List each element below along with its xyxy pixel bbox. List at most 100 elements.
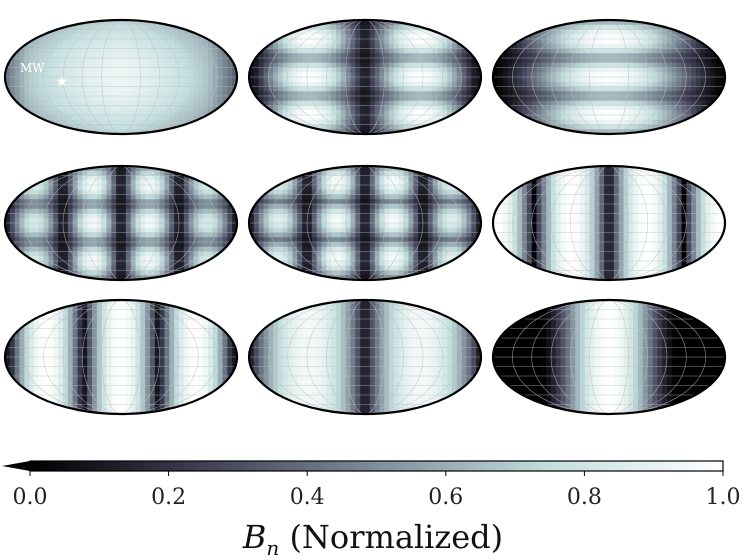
sky-map-cell: [183, 53, 190, 59]
sky-map-cell: [232, 227, 237, 234]
sky-map-cell: [253, 58, 260, 64]
sky-map-cell: [130, 199, 137, 205]
sky-map-cell: [154, 265, 161, 272]
sky-map-cell: [282, 185, 289, 191]
sky-map-cell: [159, 53, 166, 59]
sky-map-cell: [437, 180, 443, 186]
sky-map-cell: [609, 39, 615, 45]
sky-map-cell: [618, 81, 625, 88]
sky-map-cell: [526, 53, 533, 59]
sky-map-cell: [101, 81, 108, 88]
sky-map-cell: [642, 48, 649, 54]
sky-map-cell: [604, 129, 610, 134]
sky-map-cell: [164, 256, 170, 262]
sky-map-cell: [116, 72, 122, 78]
sky-map-cell: [67, 48, 74, 54]
sky-map-cell: [307, 58, 313, 64]
sky-map-cell: [340, 194, 347, 200]
sky-map-cell: [667, 62, 673, 69]
sky-map-cell: [121, 124, 127, 130]
sky-map-cell: [456, 81, 463, 88]
sky-map-cell: [394, 62, 400, 69]
sky-map-cell: [594, 124, 600, 130]
sky-map-cell: [63, 261, 69, 267]
sky-map-cell: [437, 115, 443, 121]
sky-map-cell: [720, 72, 725, 78]
sky-map-cell: [384, 170, 390, 177]
sky-map-cell: [154, 62, 161, 69]
sky-map-cell: [541, 115, 547, 121]
sky-map-cell: [580, 124, 586, 130]
sky-map-cell: [497, 72, 504, 78]
sky-map-cell: [456, 166, 463, 172]
sky-map-cell: [188, 199, 195, 205]
sky-map-cell: [217, 208, 224, 215]
sky-map-cell: [623, 81, 629, 88]
sky-map-cell: [150, 77, 156, 83]
sky-map-cell: [437, 53, 443, 59]
sky-map-cell: [14, 115, 21, 121]
sky-map-cell: [609, 100, 615, 107]
sky-map-cell: [476, 39, 481, 45]
sky-map-cell: [642, 77, 649, 83]
sky-map-cell: [24, 96, 30, 102]
sky-map-cell: [121, 53, 127, 59]
sky-map-cell: [14, 29, 21, 35]
sky-map-cell: [92, 218, 98, 224]
sky-map-cell: [111, 67, 117, 73]
sky-map-cell: [5, 175, 11, 181]
sky-map-cell: [720, 39, 725, 45]
sky-map-cell: [53, 275, 59, 280]
sky-map-cell: [29, 24, 35, 31]
sky-map-cell: [121, 175, 127, 181]
sky-map-cell: [681, 72, 687, 78]
sky-map-cell: [72, 213, 79, 219]
sky-map-cell: [512, 124, 518, 130]
sky-map-cell: [531, 48, 538, 54]
sky-map-cell: [398, 185, 405, 191]
sky-map-cell: [493, 100, 499, 107]
sky-map-cell: [282, 53, 289, 59]
sky-map-cell: [53, 67, 59, 73]
sky-map-cell: [53, 58, 59, 64]
sky-map-cell: [623, 53, 629, 59]
sky-map-cell: [193, 100, 199, 107]
sky-map-cell: [336, 58, 342, 64]
sky-map-cell: [336, 81, 342, 88]
sky-map-cell: [82, 67, 88, 73]
sky-map-cell: [307, 175, 313, 181]
sky-map-cell: [570, 115, 576, 121]
sky-map-cell: [111, 72, 117, 78]
sky-map-cell: [355, 110, 361, 116]
sky-map-cell: [437, 100, 443, 107]
sky-map-cell: [145, 62, 151, 69]
sky-map-cell: [212, 213, 219, 219]
sky-map-cell: [203, 246, 209, 253]
sky-map-cell: [418, 189, 424, 196]
sky-map-cell: [278, 100, 284, 107]
sky-map-cell: [43, 105, 50, 111]
sky-map-cell: [427, 77, 434, 83]
sky-map-cell: [227, 246, 233, 253]
sky-map-cell: [374, 67, 381, 73]
sky-map-cell: [58, 72, 64, 78]
sky-map-cell: [179, 115, 185, 121]
sky-map-cell: [140, 166, 146, 172]
sky-map-cell: [232, 170, 237, 177]
sky-map-cell: [203, 175, 209, 181]
sky-map-cell: [145, 213, 151, 219]
sky-map-cell: [43, 275, 50, 280]
sky-map-cell: [546, 53, 552, 59]
sky-map-cell: [604, 29, 610, 35]
sky-map-cell: [575, 91, 581, 97]
sky-map-cell: [53, 72, 59, 78]
sky-map-cell: [686, 39, 692, 45]
sky-map-cell: [188, 194, 195, 200]
sky-map-cell: [164, 189, 170, 196]
sky-map-cell: [29, 194, 35, 200]
sky-map-cell: [125, 110, 132, 116]
sky-map-cell: [560, 29, 567, 35]
sky-map-cell: [720, 110, 725, 116]
sky-map-cell: [570, 91, 576, 97]
sky-map-cell: [67, 77, 74, 83]
